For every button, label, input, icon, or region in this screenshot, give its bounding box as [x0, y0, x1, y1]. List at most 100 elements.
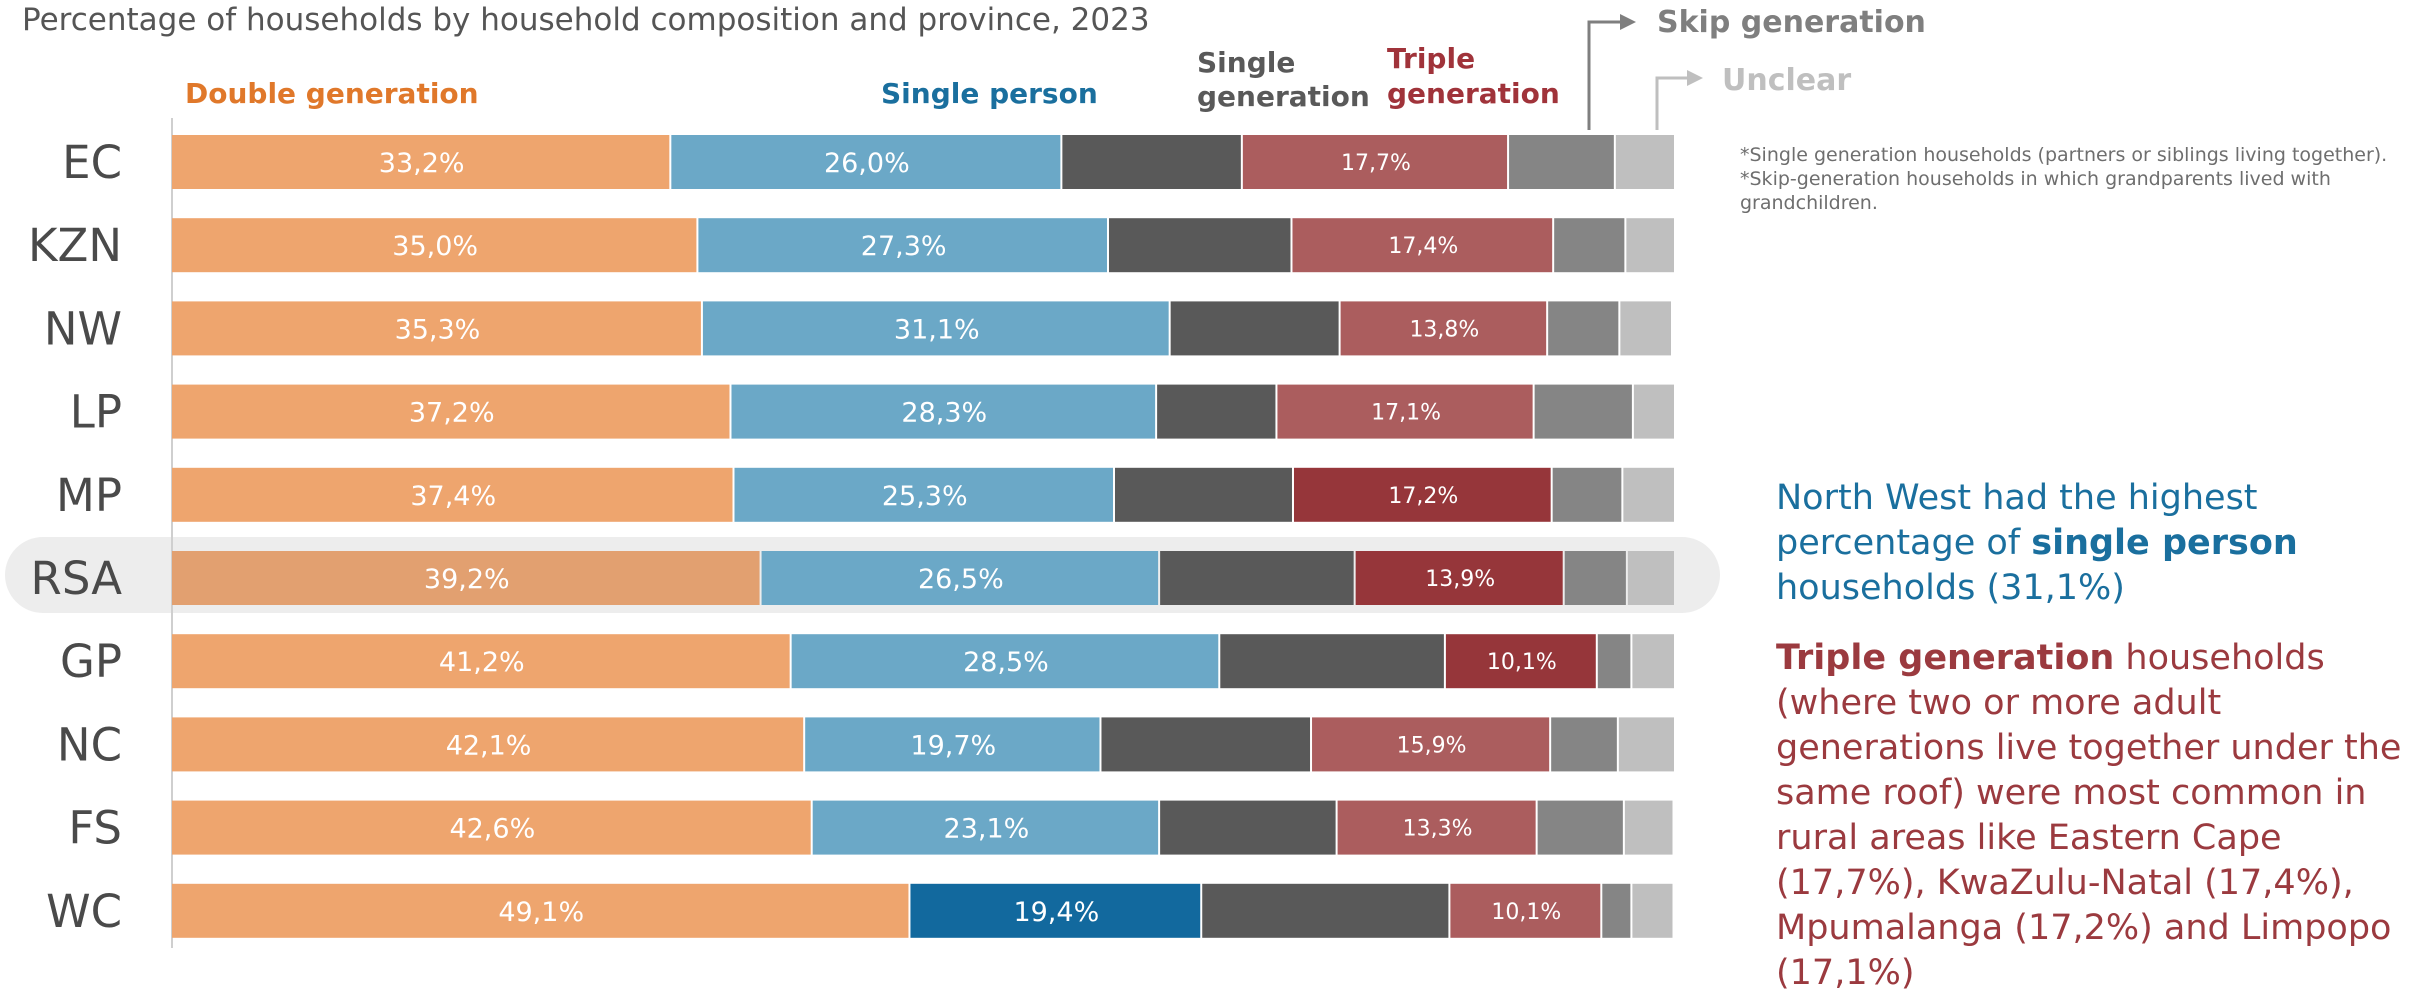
unclear-arrow-line	[1655, 76, 1687, 130]
bar-rsa-unclear	[1627, 551, 1674, 605]
bar-kzn-double-generation	[172, 218, 697, 273]
data-label-ec-single-person: 26,0%	[824, 148, 910, 179]
legend-double-generation: Double generation	[185, 77, 479, 110]
bar-wc-single-generation	[1202, 883, 1449, 938]
bar-gp-single-person	[791, 634, 1219, 689]
bar-lp-unclear	[1633, 384, 1674, 439]
data-label-nw-single-person: 31,1%	[894, 314, 980, 345]
stacked-bar-chart: Double generation Single person Single g…	[5, 5, 1926, 948]
bar-wc-double-generation	[172, 883, 909, 938]
legend-single-generation-line2: generation	[1197, 80, 1370, 113]
bar-nc-triple-generation	[1312, 717, 1550, 772]
bar-nw-skip-generation	[1548, 301, 1619, 356]
bar-gp-skip-generation	[1597, 634, 1631, 689]
data-label-fs-single-person: 23,1%	[944, 814, 1030, 845]
legend-single-generation-line1: Single	[1197, 46, 1295, 79]
bar-rsa-skip-generation	[1564, 551, 1626, 605]
skip-generation-arrow-head	[1620, 14, 1636, 30]
category-label-ec: EC	[62, 136, 122, 189]
bar-gp-single-generation	[1220, 634, 1444, 689]
data-label-gp-triple-generation: 10,1%	[1487, 650, 1557, 675]
bar-lp-triple-generation	[1277, 384, 1533, 439]
bar-wc-triple-generation	[1450, 883, 1601, 938]
skip-generation-arrow-line	[1587, 20, 1620, 130]
bar-mp-double-generation	[172, 467, 733, 522]
insight2-text: households (where two or more adult gene…	[1776, 638, 2402, 993]
bar-nc-skip-generation	[1551, 717, 1617, 772]
data-label-rsa-single-person: 26,5%	[918, 564, 1004, 595]
bar-nw-single-person	[702, 301, 1169, 356]
bar-rsa-double-generation	[172, 551, 760, 605]
category-label-lp: LP	[70, 386, 122, 439]
data-label-gp-double-generation: 41,2%	[439, 647, 525, 678]
bars-group: EC 33,2% 26,0% 17,7% KZN 35,0% 27,3% 17,4% NW 35,…	[28, 135, 1674, 938]
bar-ec-triple-generation	[1242, 135, 1508, 189]
footnote-single-generation: *Single generation households (partners …	[1740, 144, 2388, 166]
insight1-text-a: North West had the highest percentage of	[1776, 478, 2258, 563]
data-label-ec-double-generation: 33,2%	[379, 148, 465, 179]
data-label-mp-single-person: 25,3%	[882, 481, 968, 512]
category-label-nc: NC	[57, 718, 122, 771]
bar-gp-double-generation	[172, 634, 790, 689]
bar-fs-skip-generation	[1537, 800, 1623, 855]
data-label-ec-triple-generation: 17,7%	[1341, 151, 1411, 176]
insight-triple-generation: Triple generation households (where two …	[1776, 636, 2406, 996]
bar-wc-skip-generation	[1602, 883, 1631, 938]
bar-nw-single-generation	[1170, 301, 1339, 356]
bar-ec-single-generation	[1062, 135, 1241, 189]
data-label-gp-single-person: 28,5%	[963, 647, 1049, 678]
data-label-mp-double-generation: 37,4%	[410, 481, 496, 512]
bar-fs-unclear	[1624, 800, 1673, 855]
bar-lp-double-generation	[172, 384, 730, 439]
legend-single-person: Single person	[881, 77, 1098, 110]
footnotes: *Single generation households (partners …	[1740, 143, 2410, 215]
category-label-fs: FS	[68, 802, 122, 855]
bar-mp-single-generation	[1115, 467, 1292, 522]
insight1-text-b: households (31,1%)	[1776, 568, 2125, 608]
bar-rsa-single-generation	[1160, 551, 1354, 605]
bar-kzn-skip-generation	[1554, 218, 1625, 273]
category-label-rsa: RSA	[31, 552, 123, 605]
bar-gp-unclear	[1632, 634, 1674, 689]
data-label-nc-single-person: 19,7%	[910, 730, 996, 761]
bar-lp-single-generation	[1157, 384, 1276, 439]
bar-mp-skip-generation	[1552, 467, 1622, 522]
bar-mp-triple-generation	[1293, 467, 1551, 522]
bar-nc-unclear	[1618, 717, 1674, 772]
bar-fs-triple-generation	[1337, 800, 1536, 855]
legend-skip-generation: Skip generation	[1657, 5, 1926, 40]
bar-nw-double-generation	[172, 301, 701, 356]
bar-nc-double-generation	[172, 717, 804, 772]
bar-nc-single-person	[805, 717, 1100, 772]
data-label-nw-double-generation: 35,3%	[395, 314, 481, 345]
data-label-wc-single-person: 19,4%	[1013, 897, 1099, 928]
data-label-kzn-triple-generation: 17,4%	[1388, 234, 1458, 259]
legend-triple-generation-line2: generation	[1387, 77, 1560, 110]
bar-kzn-unclear	[1626, 218, 1674, 273]
data-label-lp-double-generation: 37,2%	[409, 398, 495, 429]
footnote-skip-generation: *Skip-generation households in which gra…	[1740, 168, 2331, 214]
insight-single-person: North West had the highest percentage of…	[1776, 476, 2406, 611]
data-label-mp-triple-generation: 17,2%	[1388, 484, 1458, 509]
category-label-gp: GP	[60, 635, 122, 688]
bar-wc-single-person	[910, 883, 1201, 938]
bar-gp-triple-generation	[1445, 634, 1596, 689]
data-label-wc-double-generation: 49,1%	[498, 897, 584, 928]
insight2-bold: Triple generation	[1776, 638, 2115, 678]
insight1-bold: single person	[2031, 523, 2298, 563]
bar-lp-skip-generation	[1534, 384, 1632, 439]
legend-unclear: Unclear	[1722, 63, 1851, 98]
bar-kzn-single-generation	[1108, 218, 1291, 273]
category-label-kzn: KZN	[28, 219, 122, 272]
bar-nc-single-generation	[1101, 717, 1311, 772]
bar-nw-unclear	[1620, 301, 1671, 356]
bar-ec-single-person	[671, 135, 1061, 189]
bar-rsa-single-person	[761, 551, 1159, 605]
category-label-wc: WC	[46, 885, 122, 938]
bar-ec-unclear	[1615, 135, 1674, 189]
data-label-kzn-double-generation: 35,0%	[392, 231, 478, 262]
bar-fs-single-generation	[1160, 800, 1336, 855]
data-label-nc-double-generation: 42,1%	[446, 730, 532, 761]
data-label-rsa-double-generation: 39,2%	[424, 564, 510, 595]
data-label-fs-triple-generation: 13,3%	[1403, 817, 1473, 842]
